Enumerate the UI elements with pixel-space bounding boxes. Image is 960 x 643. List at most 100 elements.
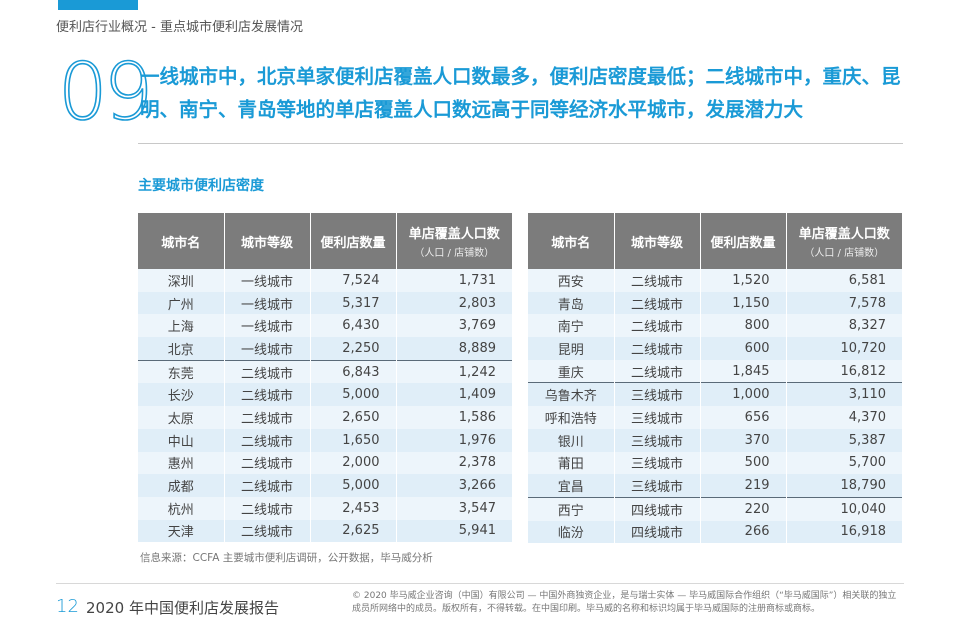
table-row: 东莞 二线城市 6,843 1,242 [138,359,512,384]
cell-city: 宜昌 [528,474,615,498]
table-row: 银川 三线城市 370 5,387 [528,428,902,452]
cell-stores: 5,000 [310,474,397,497]
table-row: 乌鲁木齐 三线城市 1,000 3,110 [528,382,902,407]
table-row: 南宁 二线城市 800 8,327 [528,314,902,338]
cell-city: 杭州 [138,496,225,520]
cell-city: 西宁 [528,496,615,521]
cell-coverage: 10,040 [786,496,902,521]
cell-tier: 二线城市 [224,451,311,475]
copyright-note: © 2020 毕马威企业咨询（中国）有限公司 — 中国外商独资企业，是与瑞士实体… [352,591,897,614]
table-row: 太原 二线城市 2,650 1,586 [138,406,512,429]
table-row: 长沙 二线城市 5,000 1,409 [138,383,512,407]
cell-coverage: 1,586 [396,406,512,429]
cell-stores: 600 [700,337,787,360]
col-header-coverage-unit: （人口 / 店铺数） [414,248,495,259]
cell-coverage: 3,110 [786,382,902,407]
table-row: 莆田 三线城市 500 5,700 [528,451,902,475]
cell-tier: 四线城市 [614,496,701,521]
cell-stores: 2,250 [310,337,397,361]
cell-stores: 219 [700,474,787,498]
cell-coverage: 6,581 [786,269,902,292]
cell-city: 呼和浩特 [528,406,615,429]
cell-city: 深圳 [138,269,225,292]
cell-city: 乌鲁木齐 [528,382,615,407]
cell-tier: 一线城市 [224,337,311,361]
cell-tier: 三线城市 [614,406,701,429]
cell-tier: 二线城市 [224,519,311,543]
cell-city: 莆田 [528,451,615,475]
cell-tier: 二线城市 [614,314,701,338]
density-table-right: 城市名 城市等级 便利店数量 单店覆盖人口数 （人口 / 店铺数） 西安 二线城市… [528,213,902,544]
col-header-city: 城市名 [528,213,615,269]
cell-tier: 二线城市 [224,428,311,452]
cell-coverage: 2,378 [396,451,512,475]
cell-stores: 1,520 [700,269,787,292]
cell-tier: 二线城市 [614,337,701,360]
page-headline: 一线城市中，北京单家便利店覆盖人口数最多，便利店密度最低；二线城市中，重庆、昆明… [140,65,901,121]
cell-tier: 二线城市 [614,359,701,383]
table-row: 杭州 二线城市 2,453 3,547 [138,496,512,520]
cell-coverage: 16,812 [786,359,902,383]
cell-stores: 6,843 [310,359,397,384]
cell-city: 银川 [528,428,615,452]
col-header-stores: 便利店数量 [310,213,397,269]
cell-tier: 二线城市 [614,291,701,315]
table-row: 青岛 二线城市 1,150 7,578 [528,291,902,315]
cell-coverage: 3,266 [396,474,512,497]
table-row: 成都 二线城市 5,000 3,266 [138,474,512,497]
cell-city: 北京 [138,337,225,361]
table-row: 西安 二线城市 1,520 6,581 [528,269,902,292]
col-header-city: 城市名 [138,213,225,269]
col-header-coverage-label: 单店覆盖人口数 [408,227,500,242]
table-header-row: 城市名 城市等级 便利店数量 单店覆盖人口数 （人口 / 店铺数） [528,213,902,269]
col-header-coverage: 单店覆盖人口数 （人口 / 店铺数） [396,213,512,269]
page-number: 12 [56,596,79,617]
table-row: 中山 二线城市 1,650 1,976 [138,428,512,452]
table-header-row: 城市名 城市等级 便利店数量 单店覆盖人口数 （人口 / 店铺数） [138,213,512,269]
cell-tier: 三线城市 [614,428,701,452]
cell-city: 广州 [138,291,225,315]
cell-tier: 二线城市 [224,359,311,384]
table-row: 呼和浩特 三线城市 656 4,370 [528,406,902,429]
table-row: 北京 一线城市 2,250 8,889 [138,337,512,361]
cell-city: 临汾 [528,520,615,544]
cell-stores: 1,650 [310,428,397,452]
cell-coverage: 5,700 [786,451,902,475]
cell-coverage: 10,720 [786,337,902,360]
cell-city: 南宁 [528,314,615,338]
cell-stores: 2,625 [310,519,397,543]
col-header-tier: 城市等级 [224,213,311,269]
col-header-tier: 城市等级 [614,213,701,269]
cell-coverage: 18,790 [786,474,902,498]
cell-coverage: 8,327 [786,314,902,338]
cell-coverage: 5,387 [786,428,902,452]
cell-tier: 三线城市 [614,382,701,407]
report-title: 2020 年中国便利店发展报告 [86,599,279,617]
cell-stores: 656 [700,406,787,429]
cell-coverage: 16,918 [786,520,902,544]
cell-tier: 一线城市 [224,269,311,292]
cell-tier: 一线城市 [224,314,311,338]
cell-stores: 220 [700,496,787,521]
table-row: 上海 一线城市 6,430 3,769 [138,314,512,338]
cell-city: 青岛 [528,291,615,315]
cell-tier: 四线城市 [614,520,701,544]
col-header-coverage-label: 单店覆盖人口数 [798,227,890,242]
table-row: 重庆 二线城市 1,845 16,812 [528,359,902,383]
cell-stores: 5,000 [310,383,397,407]
cell-coverage: 2,803 [396,291,512,315]
cell-tier: 二线城市 [614,269,701,292]
cell-stores: 7,524 [310,269,397,292]
density-table-left: 城市名 城市等级 便利店数量 单店覆盖人口数 （人口 / 店铺数） 深圳 一线城市… [138,213,512,543]
cell-city: 惠州 [138,451,225,475]
cell-coverage: 8,889 [396,337,512,361]
cell-tier: 二线城市 [224,383,311,407]
cell-coverage: 3,547 [396,496,512,520]
table-row: 昆明 二线城市 600 10,720 [528,337,902,360]
col-header-coverage-unit: （人口 / 店铺数） [804,248,885,259]
cell-city: 昆明 [528,337,615,360]
cell-city: 上海 [138,314,225,338]
cell-stores: 500 [700,451,787,475]
cell-coverage: 1,976 [396,428,512,452]
cell-tier: 三线城市 [614,474,701,498]
